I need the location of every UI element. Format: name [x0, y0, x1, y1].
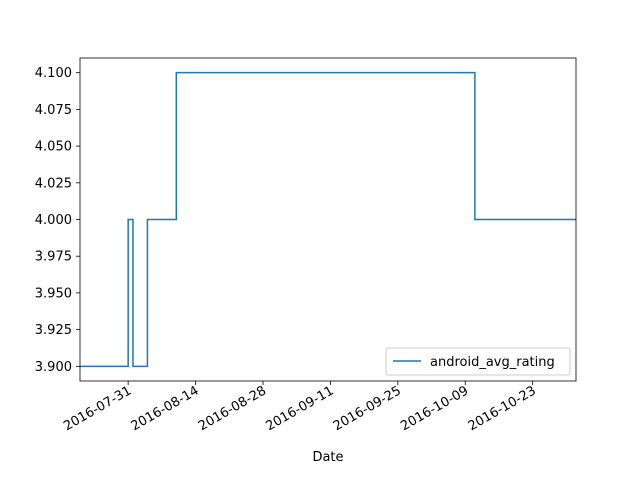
- x-tick-label: 2016-09-25: [331, 383, 404, 434]
- y-tick-label: 4.075: [35, 103, 72, 118]
- y-tick-label: 4.100: [35, 66, 72, 81]
- y-tick-label: 4.025: [35, 176, 72, 191]
- legend-label-android-avg-rating: android_avg_rating: [430, 355, 555, 370]
- legend: android_avg_rating: [385, 347, 571, 376]
- y-tick-label: 4.050: [35, 140, 72, 155]
- x-tick-label: 2016-10-23: [466, 383, 539, 434]
- y-tick-label: 3.925: [35, 323, 72, 338]
- x-axis-ticks: 2016-07-312016-08-142016-08-282016-09-11…: [61, 381, 539, 434]
- x-tick-label: 2016-08-14: [129, 383, 202, 434]
- y-tick-label: 3.975: [35, 250, 72, 265]
- plot-area-frame: [79, 57, 577, 382]
- x-tick-label: 2016-07-31: [61, 383, 134, 434]
- x-tick-label: 2016-09-11: [263, 383, 336, 434]
- legend-box: [385, 347, 571, 376]
- x-tick-label: 2016-08-28: [196, 383, 269, 434]
- x-axis-label: Date: [312, 450, 343, 465]
- y-tick-label: 3.950: [35, 286, 72, 301]
- series-line-android-avg-rating: [80, 71, 576, 368]
- x-tick-label: 2016-10-09: [398, 383, 471, 434]
- y-tick-label: 3.900: [35, 360, 72, 375]
- y-tick-label: 4.000: [35, 213, 72, 228]
- y-axis-ticks: 3.900 3.925 3.950 3.975 4.000 4.025 4.050 4.075…: [35, 66, 80, 375]
